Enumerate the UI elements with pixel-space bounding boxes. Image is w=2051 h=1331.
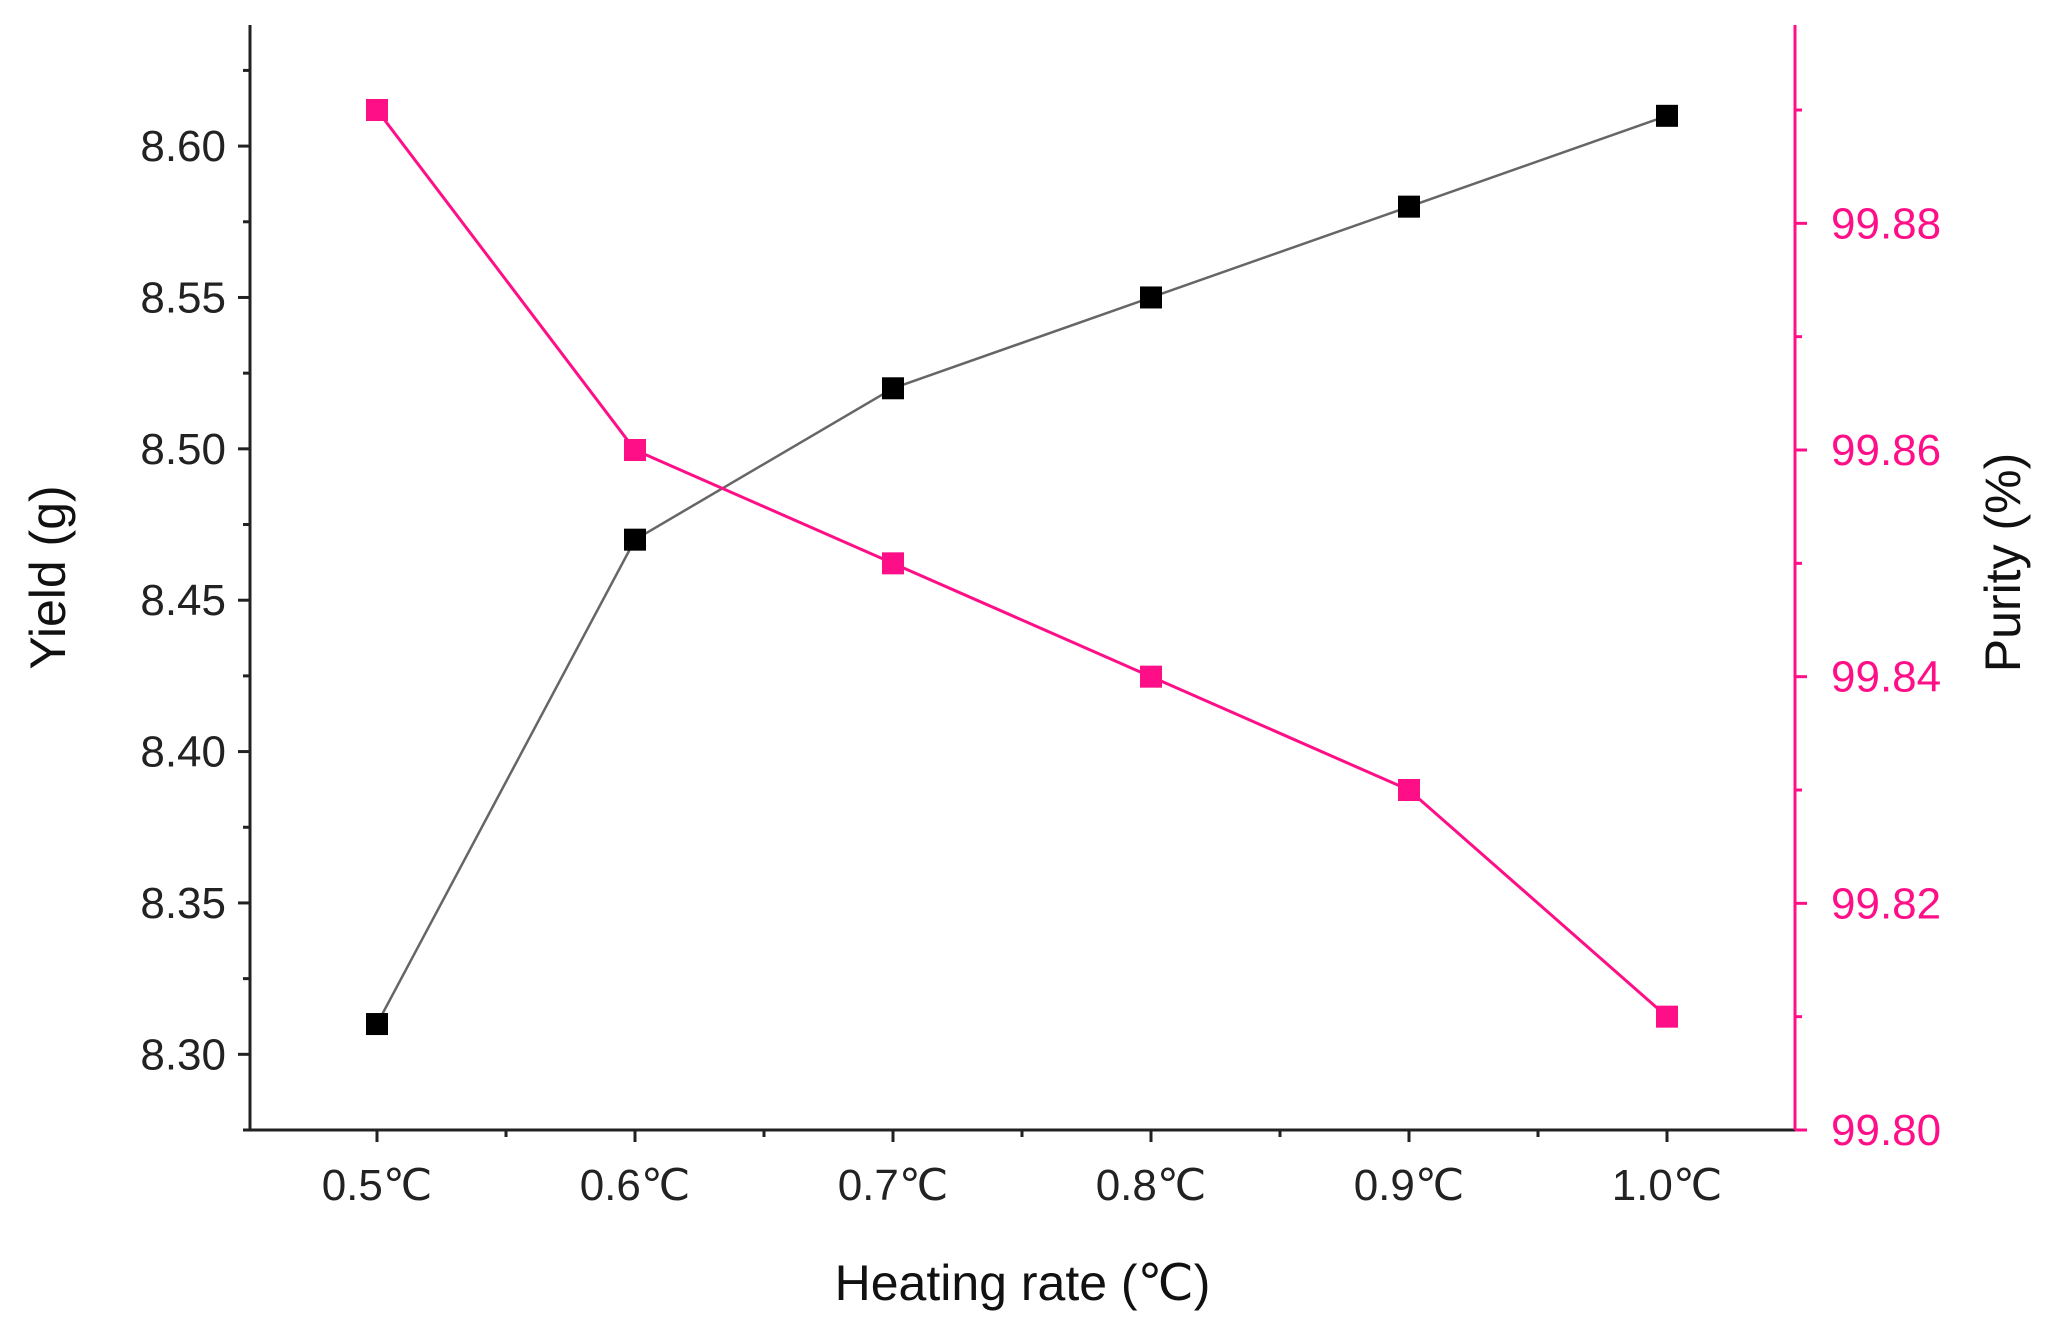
y-right-tick-label: 99.80 [1831, 1106, 1941, 1155]
data-point-yield [624, 528, 646, 551]
data-point-yield [1656, 104, 1678, 127]
x-tick-label: 0.5℃ [322, 1161, 433, 1210]
data-point-purity [1140, 665, 1162, 688]
data-point-yield [366, 1013, 388, 1036]
data-point-yield [882, 377, 904, 400]
data-point-yield [1398, 195, 1420, 218]
data-point-yield [1140, 286, 1162, 309]
x-tick-label: 0.8℃ [1096, 1161, 1207, 1210]
x-tick-label: 0.6℃ [580, 1161, 691, 1210]
y-left-tick-label: 8.45 [140, 576, 226, 625]
data-point-purity [366, 99, 388, 121]
series-line-yield [375, 114, 1668, 1025]
y-left-tick-label: 8.50 [140, 425, 226, 474]
data-point-purity [624, 439, 646, 461]
data-point-purity [882, 552, 904, 575]
y-left-tick-label: 8.30 [140, 1030, 226, 1079]
x-tick-label: 0.9℃ [1354, 1161, 1465, 1210]
series-line-purity [375, 109, 1668, 1018]
y-left-tick-label: 8.60 [140, 122, 226, 171]
x-tick-label: 1.0℃ [1612, 1161, 1723, 1210]
data-point-purity [1398, 779, 1420, 801]
y-right-tick-label: 99.86 [1831, 426, 1941, 475]
y-left-tick-label: 8.35 [140, 879, 226, 928]
y-right-axis-title: Purity (%) [1975, 453, 2031, 672]
x-axis-title: Heating rate (℃) [835, 1255, 1211, 1311]
y-left-axis-title: Yield (g) [20, 485, 76, 669]
data-point-purity [1656, 1005, 1678, 1028]
y-right-tick-label: 99.84 [1831, 653, 1941, 702]
y-right-tick-label: 99.88 [1831, 199, 1941, 248]
y-left-tick-label: 8.55 [140, 273, 226, 322]
y-left-tick-label: 8.40 [140, 728, 226, 777]
x-tick-label: 0.7℃ [838, 1161, 949, 1210]
y-right-tick-label: 99.82 [1831, 879, 1941, 928]
axes: 0.5℃ 0.6℃ 0.7℃ 0.8℃ 0.9℃ 1.0℃ 8.30 8.35 8.40 8.45… [140, 25, 1941, 1210]
series-layer [366, 99, 1678, 1036]
